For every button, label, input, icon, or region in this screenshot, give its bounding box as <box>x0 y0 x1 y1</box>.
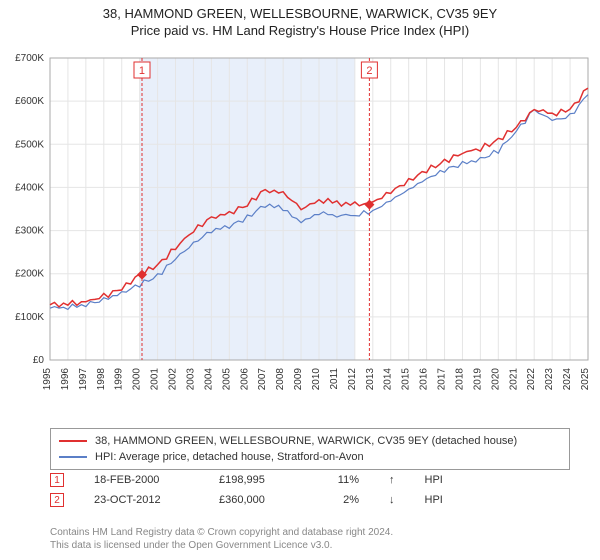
sale-marker-1: 1 <box>50 473 64 487</box>
svg-text:2008: 2008 <box>275 368 286 391</box>
legend-swatch-hpi <box>59 456 87 458</box>
legend-label-hpi: HPI: Average price, detached house, Stra… <box>95 451 364 463</box>
svg-text:£700K: £700K <box>15 53 44 64</box>
sale-row-2: 2 23-OCT-2012 £360,000 2% ↓ HPI <box>50 490 570 510</box>
sales-table: 1 18-FEB-2000 £198,995 11% ↑ HPI 2 23-OC… <box>50 470 570 510</box>
legend: 38, HAMMOND GREEN, WELLESBOURNE, WARWICK… <box>50 428 570 470</box>
svg-text:1: 1 <box>139 65 145 77</box>
svg-text:2022: 2022 <box>526 368 537 391</box>
svg-text:2003: 2003 <box>185 368 196 391</box>
svg-text:2010: 2010 <box>311 368 322 391</box>
svg-text:£200K: £200K <box>15 269 44 280</box>
svg-text:1997: 1997 <box>78 368 89 391</box>
svg-text:2024: 2024 <box>562 368 573 391</box>
svg-text:£300K: £300K <box>15 226 44 237</box>
svg-text:2019: 2019 <box>472 368 483 391</box>
chart-area: £0 £100K £200K £300K £400K £500K £600K £700K 199… <box>0 50 600 420</box>
footer-line-2: This data is licensed under the Open Gov… <box>50 539 393 552</box>
svg-text:2011: 2011 <box>329 368 340 390</box>
svg-text:2013: 2013 <box>365 368 376 391</box>
svg-text:2025: 2025 <box>580 368 591 391</box>
sale-marker-2: 2 <box>50 493 64 507</box>
svg-text:2005: 2005 <box>221 368 232 391</box>
sale-arrow-2: ↓ <box>389 494 395 506</box>
svg-text:2014: 2014 <box>383 368 394 391</box>
svg-text:£500K: £500K <box>15 139 44 150</box>
footer: Contains HM Land Registry data © Crown c… <box>50 526 393 552</box>
svg-text:£600K: £600K <box>15 96 44 107</box>
svg-text:2001: 2001 <box>150 368 161 391</box>
svg-text:1999: 1999 <box>114 368 125 391</box>
sale-pct-1: 11% <box>319 474 359 486</box>
svg-text:2015: 2015 <box>401 368 412 391</box>
svg-text:1996: 1996 <box>60 368 71 391</box>
svg-text:2012: 2012 <box>347 368 358 391</box>
sale-pct-2: 2% <box>319 494 359 506</box>
svg-text:£0: £0 <box>33 355 45 366</box>
svg-text:2021: 2021 <box>508 368 519 391</box>
svg-text:2004: 2004 <box>203 368 214 391</box>
svg-text:2006: 2006 <box>239 368 250 391</box>
sale-row-1: 1 18-FEB-2000 £198,995 11% ↑ HPI <box>50 470 570 490</box>
svg-text:2016: 2016 <box>419 368 430 391</box>
svg-text:2000: 2000 <box>132 368 143 391</box>
svg-text:2: 2 <box>366 65 372 77</box>
svg-text:£100K: £100K <box>15 312 44 323</box>
sale-rel-1: HPI <box>425 474 465 486</box>
svg-text:2023: 2023 <box>544 368 555 391</box>
legend-row-1: 38, HAMMOND GREEN, WELLESBOURNE, WARWICK… <box>59 433 561 449</box>
legend-row-2: HPI: Average price, detached house, Stra… <box>59 449 561 465</box>
sale-rel-2: HPI <box>425 494 465 506</box>
legend-label-price: 38, HAMMOND GREEN, WELLESBOURNE, WARWICK… <box>95 435 517 447</box>
sale-price-2: £360,000 <box>219 494 289 506</box>
sale-arrow-1: ↑ <box>389 474 395 486</box>
svg-text:£400K: £400K <box>15 182 44 193</box>
svg-text:1995: 1995 <box>42 368 53 391</box>
footer-line-1: Contains HM Land Registry data © Crown c… <box>50 526 393 539</box>
svg-text:2009: 2009 <box>293 368 304 391</box>
line-chart: £0 £100K £200K £300K £400K £500K £600K £700K 199… <box>0 50 600 420</box>
sale-date-2: 23-OCT-2012 <box>94 494 189 506</box>
sale-price-1: £198,995 <box>219 474 289 486</box>
legend-swatch-price <box>59 440 87 442</box>
svg-text:1998: 1998 <box>96 368 107 391</box>
sale-date-1: 18-FEB-2000 <box>94 474 189 486</box>
svg-text:2020: 2020 <box>490 368 501 391</box>
svg-text:2007: 2007 <box>257 368 268 391</box>
svg-text:2018: 2018 <box>454 368 465 391</box>
svg-text:2017: 2017 <box>437 368 448 391</box>
svg-text:2002: 2002 <box>168 368 179 391</box>
title-line-1: 38, HAMMOND GREEN, WELLESBOURNE, WARWICK… <box>0 0 600 21</box>
title-line-2: Price paid vs. HM Land Registry's House … <box>0 21 600 38</box>
